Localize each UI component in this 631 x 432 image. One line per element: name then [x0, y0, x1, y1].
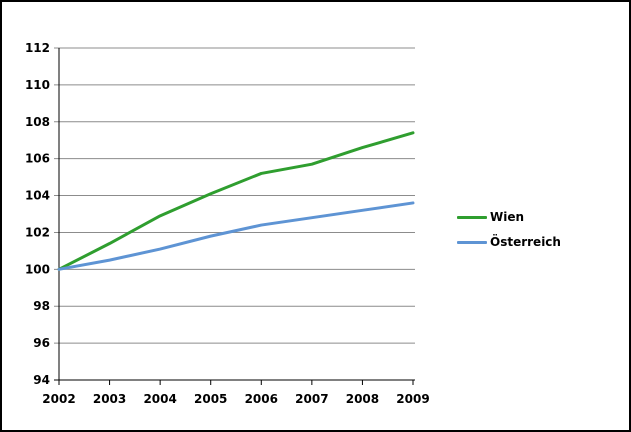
y-tick-label: 112	[25, 41, 50, 55]
legend-item-wien: Wien	[457, 209, 561, 225]
y-tick-label: 108	[25, 115, 50, 129]
y-tick-label: 106	[25, 152, 50, 166]
x-tick-label: 2009	[396, 392, 429, 406]
x-tick-label: 2006	[245, 392, 278, 406]
x-tick-label: 2007	[295, 392, 328, 406]
x-tick-label: 2003	[93, 392, 126, 406]
y-tick-label: 98	[33, 299, 50, 313]
series-line-sterreich	[57, 201, 415, 271]
x-tick-label: 2002	[42, 392, 75, 406]
y-tick-label: 110	[25, 78, 50, 92]
series-line-wien	[57, 131, 415, 271]
y-tick-label: 102	[25, 225, 50, 239]
legend: Wien Österreich	[457, 209, 561, 250]
legend-label-oesterreich: Österreich	[490, 235, 561, 249]
y-tick-label: 100	[25, 262, 50, 276]
x-tick-label: 2008	[346, 392, 379, 406]
legend-item-oesterreich: Österreich	[457, 234, 561, 250]
legend-label-wien: Wien	[490, 210, 525, 224]
x-tick-label: 2004	[143, 392, 176, 406]
y-tick-label: 104	[25, 189, 50, 203]
y-tick-label: 96	[33, 336, 50, 350]
y-tick-label: 94	[33, 373, 50, 387]
legend-swatch-wien-line	[457, 215, 487, 219]
x-tick-label: 2005	[194, 392, 227, 406]
legend-swatch-oesterreich-line	[457, 240, 487, 244]
